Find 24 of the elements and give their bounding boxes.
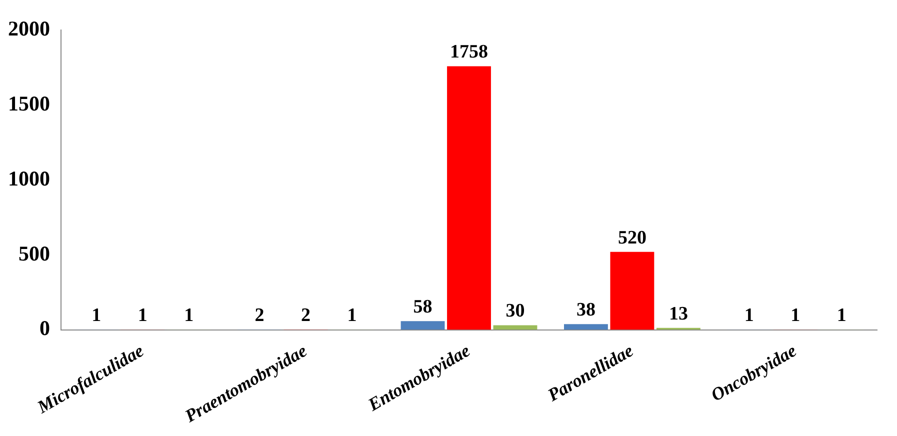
data-label: 1758	[450, 42, 488, 63]
bar	[564, 324, 608, 330]
data-label: 1	[92, 305, 102, 326]
y-tick-label: 0	[40, 316, 50, 340]
bar	[400, 321, 445, 330]
y-tick-label: 1500	[8, 91, 50, 116]
data-label: 13	[668, 303, 688, 324]
data-label: 1	[138, 305, 148, 326]
y-tick-label: 1000	[8, 166, 50, 190]
data-label: 1	[744, 305, 754, 326]
data-label: 38	[576, 300, 596, 321]
data-label: 30	[506, 300, 525, 322]
data-label: 1	[184, 305, 194, 326]
y-tick-label: 2000	[8, 16, 50, 40]
data-label: 2	[301, 304, 311, 326]
data-label: 2	[254, 304, 264, 326]
bar	[610, 252, 654, 330]
y-tick-label: 500	[18, 241, 50, 266]
data-label: 1	[790, 305, 800, 326]
data-label: 520	[618, 227, 646, 248]
data-label: 1	[347, 305, 357, 326]
data-label: 1	[836, 305, 846, 326]
data-label: 58	[413, 296, 432, 318]
bar	[447, 66, 491, 330]
